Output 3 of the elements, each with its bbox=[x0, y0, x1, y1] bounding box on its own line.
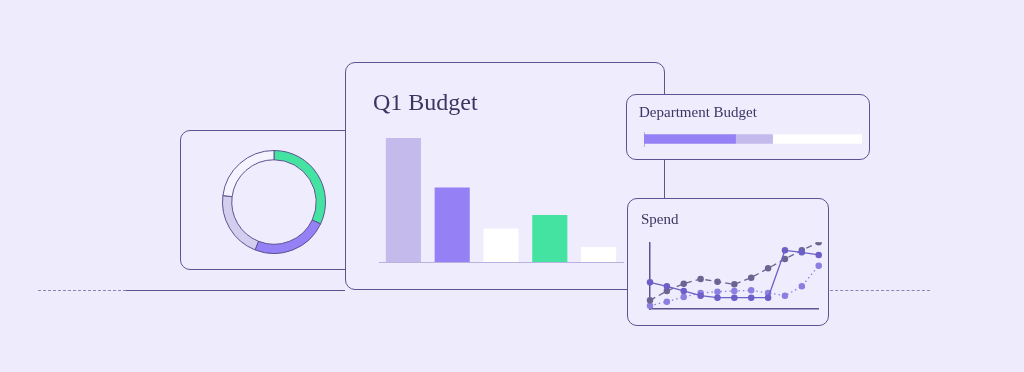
chart-title: Q1 Budget bbox=[373, 89, 478, 116]
chart-title: Department Budget bbox=[639, 104, 757, 121]
chart-title: Spend bbox=[641, 211, 679, 228]
